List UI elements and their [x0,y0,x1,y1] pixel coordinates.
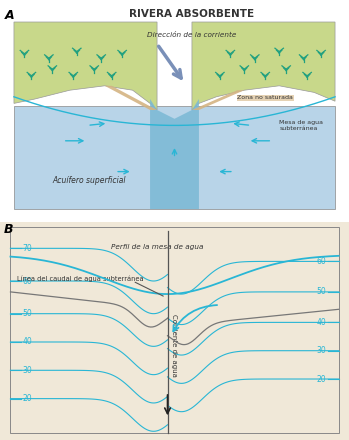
Text: 40: 40 [23,337,32,346]
Text: 60: 60 [317,257,326,266]
Text: 70: 70 [23,244,32,253]
Text: Acuífero superficial: Acuífero superficial [52,176,126,185]
Text: Mesa de agua
subterránea: Mesa de agua subterránea [279,120,323,131]
Text: Zona no saturada: Zona no saturada [237,95,293,100]
Polygon shape [150,99,199,209]
Text: 50: 50 [317,287,326,297]
Text: 50: 50 [23,309,32,318]
Text: 40: 40 [317,318,326,327]
Text: Línea del caudal de agua subterránea: Línea del caudal de agua subterránea [17,275,144,282]
Text: 30: 30 [317,346,326,355]
Text: 20: 20 [23,394,32,403]
Polygon shape [14,22,157,110]
Polygon shape [192,90,244,110]
Polygon shape [105,86,157,110]
Text: B: B [3,223,13,236]
Text: 30: 30 [23,366,32,375]
Polygon shape [0,222,349,440]
Polygon shape [14,106,335,209]
Text: Dirección de la corriente: Dirección de la corriente [147,32,237,38]
Text: A: A [5,9,15,22]
Text: Perfil de la mesa de agua: Perfil de la mesa de agua [111,244,203,250]
Text: 60: 60 [23,276,32,286]
Polygon shape [192,22,335,110]
Text: 20: 20 [317,374,326,384]
Text: RIVERA ABSORBENTE: RIVERA ABSORBENTE [129,9,254,19]
Text: Corriente de agua: Corriente de agua [171,314,177,377]
